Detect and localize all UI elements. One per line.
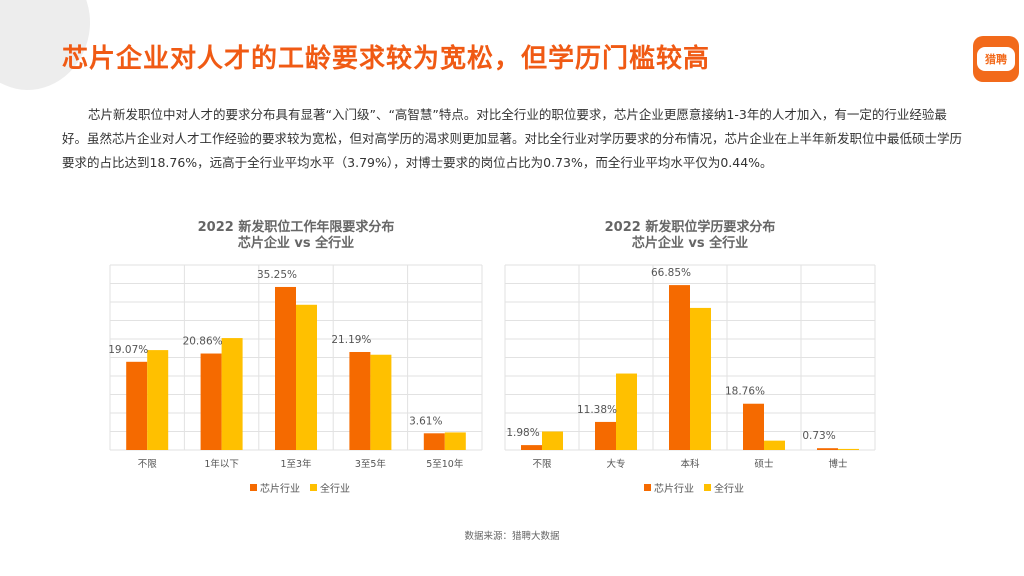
bar-chip [349, 351, 371, 450]
bar-all [838, 448, 859, 450]
chart-1-title-line1: 2022 新发职位工作年限要求分布 [197, 220, 395, 235]
tick-label: 1至3年 [280, 458, 312, 470]
page-title: 芯片企业对人才的工龄要求较为宽松，但学历门槛较高 [62, 44, 711, 74]
tick-label: 大专 [606, 458, 625, 470]
data-label: 66.85% [651, 267, 691, 279]
tick-label: 硕士 [754, 458, 774, 470]
logo-text: 猎聘 [977, 47, 1015, 71]
bar-all [147, 350, 169, 450]
bar-chip [595, 421, 616, 450]
tick-label: 不限 [138, 459, 158, 470]
data-label: 21.19% [331, 334, 371, 346]
bar-all [542, 431, 563, 450]
legend-label: 全行业 [714, 484, 744, 495]
legend-label: 全行业 [320, 484, 350, 495]
chart-2-title-line1: 2022 新发职位学历要求分布 [604, 220, 776, 235]
tick-label: 本科 [680, 458, 700, 470]
bar-all [221, 338, 243, 450]
chart-1-work-experience: 19.07% 不限 20.86% 1年以下 35.25% 1至3年 21.19% 3至5年 3.… [108, 264, 483, 470]
tick-label: 博士 [828, 458, 848, 470]
chart-2-legend: 芯片行业 全行业 [644, 480, 750, 495]
legend-item: 芯片行业 [250, 480, 300, 495]
bar-chip [275, 286, 296, 450]
data-label: 35.25% [257, 269, 297, 281]
legend-item: 全行业 [310, 480, 350, 495]
bar-chip [126, 361, 148, 450]
bar-all [616, 373, 637, 450]
legend-item: 芯片行业 [644, 480, 694, 495]
data-label: 0.73% [802, 430, 835, 442]
legend-item: 全行业 [704, 480, 744, 495]
data-label: 18.76% [725, 386, 765, 398]
data-label: 3.61% [409, 415, 442, 427]
bar-all [690, 307, 711, 450]
legend-label: 芯片行业 [654, 484, 694, 495]
bar-chip [200, 353, 222, 450]
bar-all [764, 440, 785, 450]
data-label: 1.98% [506, 427, 539, 439]
chart-1-legend: 芯片行业 全行业 [250, 480, 356, 495]
bar-chip [669, 285, 690, 450]
bar-chip [521, 445, 542, 450]
tick-label: 不限 [532, 459, 552, 470]
legend-swatch-all [704, 484, 711, 491]
legend-swatch-chip [644, 484, 651, 491]
legend-swatch-all [310, 484, 317, 491]
bar-chip [817, 448, 838, 450]
data-label: 19.07% [108, 344, 148, 356]
liepin-logo-icon: 猎聘 [973, 36, 1019, 82]
legend-label: 芯片行业 [260, 484, 300, 495]
bar-chip [423, 433, 445, 450]
tick-label: 5至10年 [426, 458, 464, 470]
tick-label: 1年以下 [204, 458, 239, 470]
legend-swatch-chip [250, 484, 257, 491]
bar-all [296, 304, 317, 450]
data-source: 数据来源：猎聘大数据 [464, 531, 560, 542]
bar-all [444, 432, 466, 450]
data-label: 20.86% [183, 336, 223, 348]
bar-all [370, 354, 392, 450]
tick-label: 3至5年 [355, 458, 387, 470]
bar-chip [743, 403, 764, 450]
chart-1-title: 2022 新发职位工作年限要求分布 芯片企业 vs 全行业 [110, 220, 482, 252]
chart-2-title-line2: 芯片企业 vs 全行业 [631, 236, 749, 251]
chart-2-education: 1.98% 不限 11.38% 大专 66.85% 本科 18.76% 硕士 0.73% 博士 [504, 264, 876, 470]
chart-2-title: 2022 新发职位学历要求分布 芯片企业 vs 全行业 [505, 220, 875, 252]
intro-paragraph: 芯片新发职位中对人才的要求分布具有显著“入门级”、“高智慧”特点。对比全行业的职… [62, 107, 963, 170]
chart-1-title-line2: 芯片企业 vs 全行业 [237, 236, 355, 251]
data-label: 11.38% [577, 404, 617, 416]
